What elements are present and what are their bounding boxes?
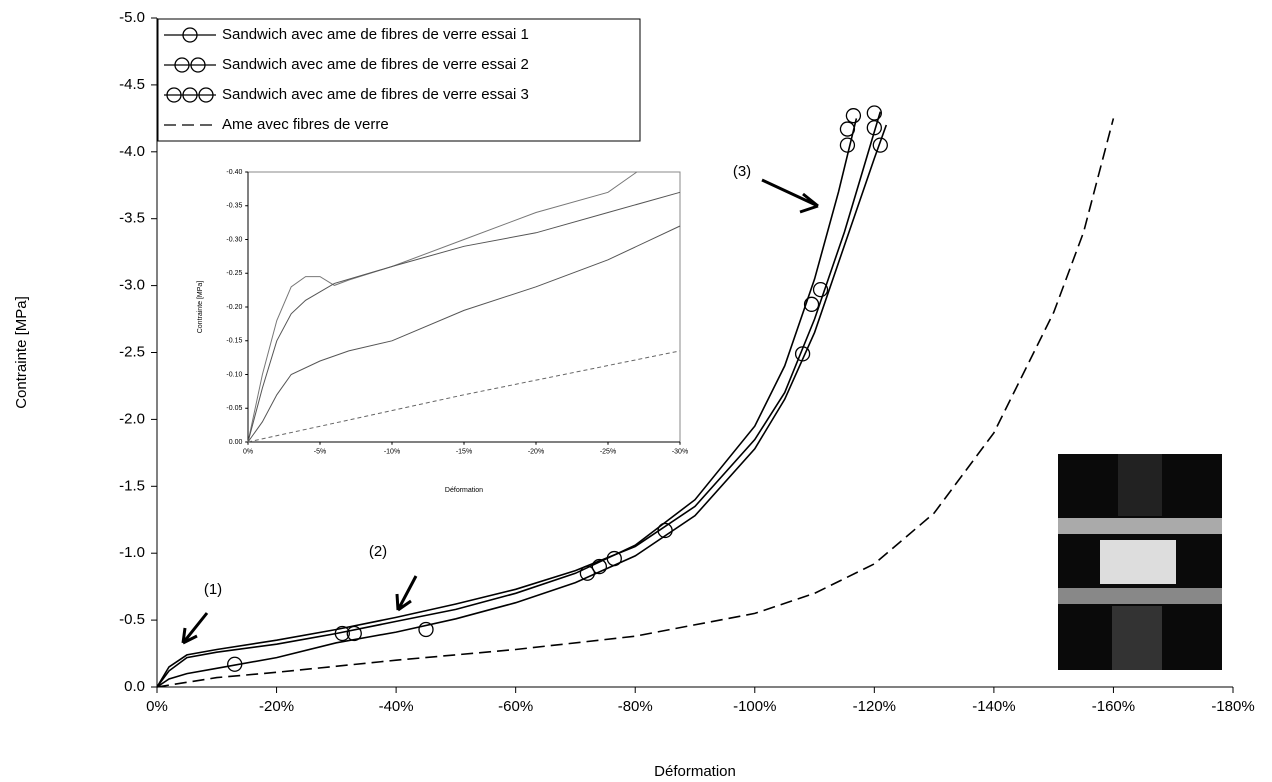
y-tick-label: -0.5 — [119, 611, 145, 628]
y-tick-label: -0.40 — [226, 169, 242, 176]
legend-box — [157, 18, 641, 142]
legend-label: Sandwich avec ame de fibres de verre ess… — [222, 26, 529, 43]
series-line — [247, 171, 638, 443]
x-tick-label: -140% — [972, 698, 1015, 715]
x-tick-label: -80% — [618, 698, 653, 715]
legend-marker — [182, 27, 198, 43]
series-marker — [591, 558, 608, 575]
annotation: (3) — [733, 163, 751, 180]
y-tick-label: 0.00 — [229, 439, 243, 446]
y-tick-label: -2.5 — [119, 343, 145, 360]
x-tick-label: -15% — [456, 448, 472, 455]
legend-marker — [190, 57, 206, 73]
x-tick-label: -10% — [384, 448, 400, 455]
photo — [1058, 454, 1222, 670]
series-marker — [227, 656, 243, 672]
x-tick-label: -5% — [314, 448, 326, 455]
legend-label: Ame avec fibres de verre — [222, 116, 389, 133]
x-tick-label: -40% — [379, 698, 414, 715]
y-tick-label: -0.30 — [226, 236, 242, 243]
y-tick-label: -3.5 — [119, 210, 145, 227]
y-tick-label: -4.0 — [119, 143, 145, 160]
y-tick-label: -4.5 — [119, 76, 145, 93]
arrows — [181, 178, 819, 645]
y-tick-label: -0.35 — [226, 203, 242, 210]
y-tick-label: -0.05 — [226, 405, 242, 412]
legend-marker — [174, 57, 190, 73]
series-line — [156, 118, 858, 688]
legend-marker — [166, 87, 182, 103]
series-marker — [845, 108, 862, 124]
series-marker — [866, 105, 882, 121]
x-tick-label: -160% — [1092, 698, 1135, 715]
series-marker — [866, 120, 882, 136]
y-tick-label: -0.15 — [226, 338, 242, 345]
series-line — [247, 350, 681, 443]
series-marker — [803, 296, 820, 312]
series-marker — [418, 621, 434, 638]
x-tick-label: -20% — [259, 698, 294, 715]
y-tick-label: -0.10 — [226, 371, 242, 378]
series-marker — [839, 137, 856, 153]
legend-label: Sandwich avec ame de fibres de verre ess… — [222, 56, 529, 73]
inset-background — [190, 166, 690, 496]
x-axis-label: Déformation — [445, 487, 483, 494]
y-tick-label: -5.0 — [119, 9, 145, 26]
series-marker — [812, 281, 829, 298]
series-marker — [839, 121, 856, 137]
y-tick-label: -3.0 — [119, 277, 145, 294]
annotation: (1) — [204, 581, 222, 598]
y-tick-label: -0.20 — [226, 304, 242, 311]
annotation: (2) — [369, 543, 387, 560]
y-axis-label: Contrainte [MPa] — [197, 281, 204, 334]
x-tick-label: -180% — [1211, 698, 1254, 715]
series-line — [247, 191, 681, 443]
legend-marker — [182, 87, 198, 103]
legend-marker — [198, 87, 214, 103]
y-tick-label: -0.25 — [226, 270, 242, 277]
x-tick-label: -20% — [528, 448, 544, 455]
y-tick-label: -1.0 — [119, 544, 145, 561]
legend-label: Sandwich avec ame de fibres de verre ess… — [222, 86, 529, 103]
series-line — [247, 225, 681, 443]
x-tick-label: -120% — [853, 698, 896, 715]
y-tick-label: 0.0 — [124, 678, 145, 695]
series-line — [156, 118, 1115, 688]
series-marker — [334, 625, 350, 642]
y-tick-label: -2.0 — [119, 410, 145, 427]
series-marker — [872, 137, 888, 153]
y-axis-label: Contrainte [MPa] — [13, 296, 30, 409]
series-line — [156, 111, 882, 688]
x-axis-label: Déformation — [654, 763, 736, 780]
x-tick-label: -100% — [733, 698, 776, 715]
x-tick-label: 0% — [146, 698, 168, 715]
series-marker — [606, 550, 622, 567]
series-line — [156, 124, 888, 688]
y-tick-label: -1.5 — [119, 477, 145, 494]
series-marker — [346, 625, 362, 642]
x-tick-label: -30% — [672, 448, 688, 455]
x-tick-label: -60% — [498, 698, 533, 715]
x-tick-label: -25% — [600, 448, 616, 455]
x-tick-label: 0% — [243, 448, 253, 455]
inset-chart: 0% -5% -10% -15% -20% -25% -30% 0.00 -0.05 -0.10 -… — [190, 166, 690, 496]
main-chart: 0% -20% -40% -60% -80% -100% -120% -140% -160% -1… — [13, 9, 1255, 780]
